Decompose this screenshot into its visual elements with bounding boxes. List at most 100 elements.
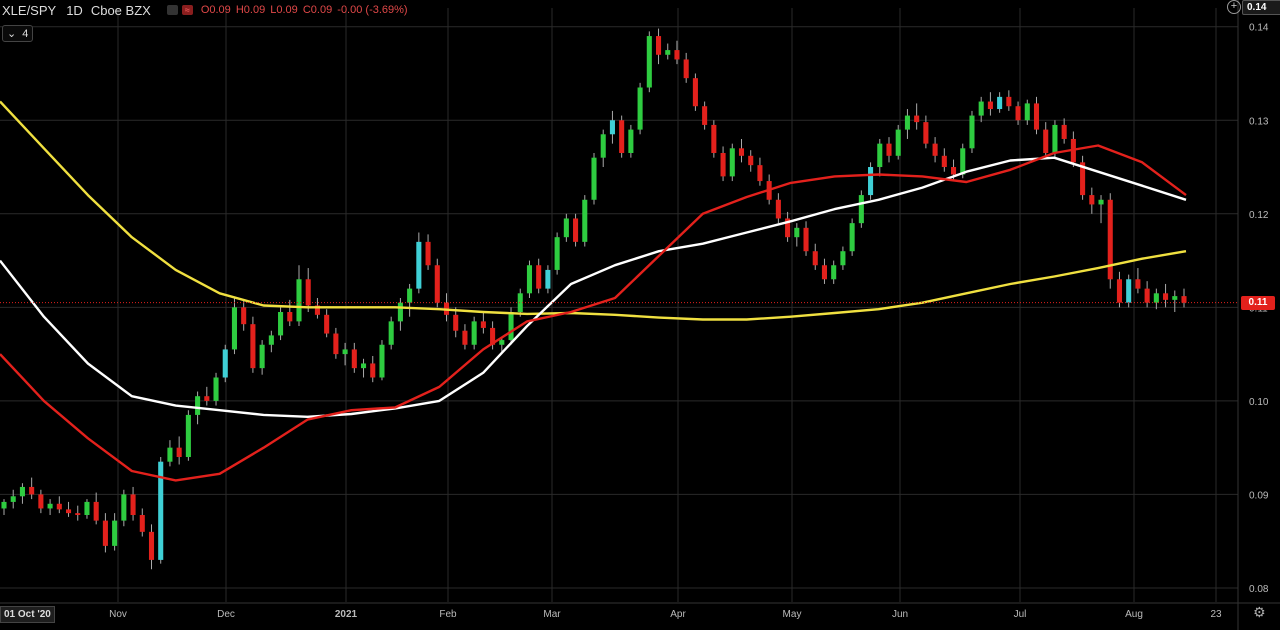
chart-header: XLE/SPY 1D Cboe BZX ≈ O0.09 H0.09 L0.09 … (0, 0, 410, 20)
ohlc-readout: O0.09 H0.09 L0.09 C0.09 -0.00 (-3.69%) (201, 4, 410, 16)
candle-body (785, 218, 791, 238)
candle-body (1006, 96, 1012, 107)
candle-body (47, 503, 53, 509)
candle-body (554, 237, 560, 270)
candle-body (1061, 124, 1067, 139)
candle-body (130, 494, 136, 516)
candle-body (1116, 279, 1123, 303)
candle-body (978, 101, 984, 116)
candle-body (268, 335, 274, 345)
candle-body (1144, 288, 1150, 303)
candle-body (1, 501, 7, 509)
candle-body (324, 314, 330, 334)
time-tick-label: 23 (1210, 609, 1222, 620)
candle-body (904, 115, 910, 130)
candle-body (29, 486, 35, 495)
candle-body (287, 312, 293, 322)
candle-body (333, 333, 339, 355)
candle-body (729, 148, 735, 177)
price-tick-label: 0.10 (1249, 397, 1269, 408)
candle-body (195, 396, 201, 415)
candle-body (471, 321, 477, 345)
candle-body (987, 101, 993, 110)
plus-icon[interactable]: + (1227, 0, 1241, 14)
candle-body (102, 520, 108, 546)
candle-body (84, 501, 90, 516)
ma-mid-line (0, 156, 1187, 418)
candle-body (416, 241, 422, 289)
gear-icon[interactable]: ⚙ (1253, 604, 1266, 620)
candle-body (1098, 199, 1104, 205)
candle-body (619, 120, 625, 153)
candle-body (222, 349, 228, 378)
candle-body (360, 363, 367, 369)
price-tick-label: 0.08 (1249, 584, 1269, 595)
ma-fast-line (0, 144, 1187, 482)
time-tick-label: May (783, 609, 802, 620)
candle-body (941, 155, 947, 168)
interval-label[interactable]: 1D (66, 2, 83, 18)
compare-icon[interactable]: ≈ (181, 5, 193, 15)
time-tick-label: Mar (543, 609, 561, 620)
candle-body (582, 199, 588, 242)
candle-body (969, 115, 975, 149)
time-tick-label: Apr (670, 609, 686, 620)
candle-body (425, 241, 431, 266)
candle-body (1181, 296, 1187, 303)
candle-body (775, 199, 781, 219)
indicators-toggle[interactable]: ⌄ 4 (2, 25, 34, 42)
candle-body (591, 157, 597, 200)
candle-body (914, 115, 920, 123)
candle-body (480, 321, 486, 328)
candle-body (1153, 293, 1159, 303)
candle-body (462, 330, 468, 345)
candle-body (886, 143, 892, 156)
candle-body (803, 227, 809, 252)
candle-body (840, 251, 846, 266)
candle-body (379, 344, 385, 378)
candle-body (812, 251, 818, 266)
price-tick-label: 0.14 (1249, 23, 1269, 34)
candle-body (370, 363, 376, 378)
candle-body (1043, 129, 1049, 153)
candle-body (831, 265, 837, 280)
hide-icon[interactable] (166, 5, 178, 15)
candle-body (849, 223, 855, 252)
candle-body (241, 307, 247, 325)
candle-body (490, 327, 496, 345)
candle-body (517, 293, 523, 313)
candle-body (158, 461, 164, 560)
candle-body (600, 134, 606, 158)
candle-body (950, 167, 957, 175)
last-price-tag: 0.11 (1241, 295, 1275, 310)
time-tick-label: Jul (1014, 609, 1027, 620)
candle-body (434, 265, 440, 303)
close-value: C0.09 (302, 4, 333, 16)
candle-body (148, 531, 155, 560)
candle-body (536, 265, 542, 289)
price-tick-label: 0.12 (1249, 210, 1269, 221)
symbol-label[interactable]: XLE/SPY (2, 2, 57, 18)
candle-body (858, 195, 864, 224)
ma-slow-line (0, 100, 1187, 321)
candle-body (65, 509, 72, 514)
candle-body (296, 279, 302, 322)
candle-body (794, 227, 800, 238)
candle-body (56, 503, 62, 510)
candle-body (720, 152, 726, 177)
candle-body (38, 494, 44, 509)
candle-body (213, 377, 219, 401)
candle-body (75, 513, 81, 516)
candle-body (121, 494, 127, 521)
candle-body (665, 50, 671, 55)
candle-body (877, 143, 883, 168)
candle-body (499, 340, 505, 345)
low-value: L0.09 (270, 4, 298, 16)
price-tick-label: 0.09 (1249, 490, 1269, 501)
candle-body (1126, 279, 1132, 303)
candle-body (231, 307, 238, 350)
time-tick-label: Feb (439, 609, 457, 620)
candle-body (1024, 103, 1030, 121)
candle-body (167, 447, 173, 462)
